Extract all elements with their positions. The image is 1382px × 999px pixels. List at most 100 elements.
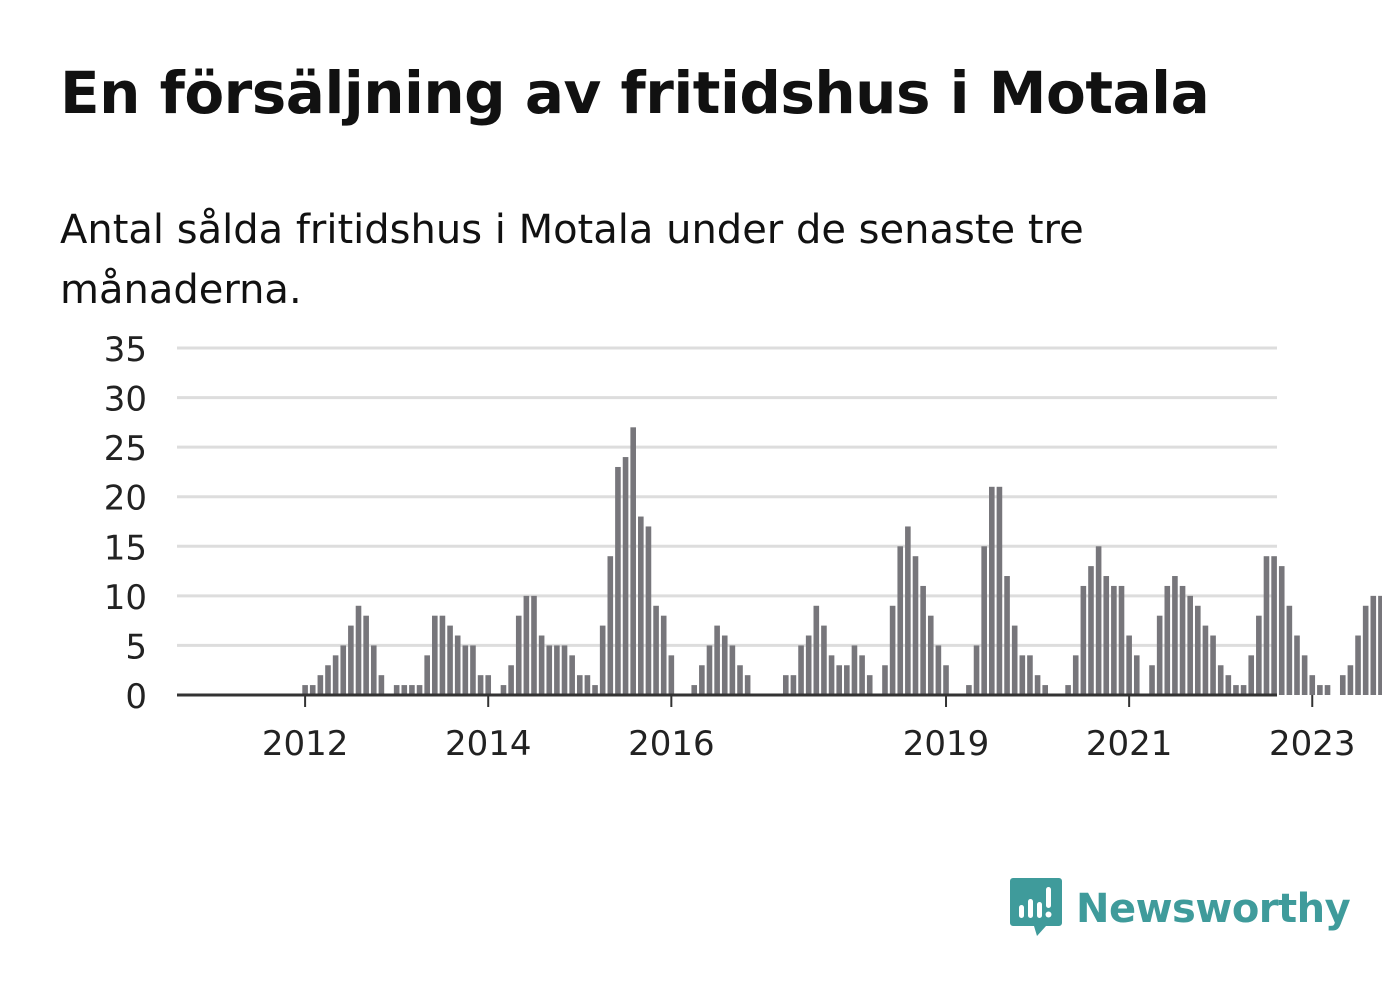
brand-logo: Newsworthy: [1010, 878, 1351, 940]
bar: [576, 675, 583, 695]
x-tick-label: 2016: [628, 724, 715, 764]
bar: [935, 645, 942, 695]
bar: [370, 645, 377, 695]
x-tick-label: 2023: [1269, 724, 1356, 764]
bar: [1088, 566, 1094, 695]
bar: [1118, 585, 1125, 695]
y-tick-label: 5: [125, 627, 147, 667]
bar: [454, 635, 461, 695]
bar: [798, 645, 804, 695]
bar: [569, 655, 575, 695]
bar: [973, 645, 980, 695]
bar: [996, 486, 1003, 695]
bar: [668, 655, 675, 695]
bar: [1309, 675, 1316, 695]
bar: [1080, 585, 1087, 695]
bar: [1370, 595, 1377, 695]
bar: [1126, 635, 1132, 695]
bar: [1202, 625, 1209, 695]
bar: [699, 665, 705, 695]
bar: [920, 585, 926, 695]
bar: [615, 466, 621, 695]
bar: [630, 427, 636, 695]
bar: [447, 625, 453, 695]
bar: [409, 685, 415, 695]
bar: [592, 685, 598, 695]
bar: [332, 655, 339, 695]
chart-subtitle: Antal sålda fritidshus i Motala under de…: [60, 207, 1084, 313]
x-tick-label: 2012: [262, 724, 349, 764]
bar: [500, 685, 507, 695]
bar: [531, 595, 537, 695]
bar: [1156, 615, 1163, 695]
bar: [1019, 655, 1026, 695]
bar: [691, 685, 698, 695]
y-tick-label: 25: [104, 429, 147, 469]
bar: [1256, 615, 1262, 695]
bar: [859, 655, 865, 695]
bar: [737, 665, 743, 695]
bar: [714, 625, 720, 695]
bar: [584, 675, 591, 695]
bar: [1027, 655, 1033, 695]
y-tick-label: 15: [104, 528, 147, 568]
bar: [523, 595, 530, 695]
bar: [1271, 556, 1277, 695]
x-tick-label: 2019: [903, 724, 990, 764]
y-tick-label: 35: [104, 330, 147, 370]
bar: [1233, 685, 1239, 695]
bar: [805, 635, 812, 695]
bar: [981, 546, 987, 695]
bar: [607, 556, 614, 695]
y-tick-label: 30: [104, 380, 147, 420]
bar: [1378, 595, 1382, 695]
bar: [317, 675, 324, 695]
bar: [882, 665, 888, 695]
bar: [424, 655, 430, 695]
bar: [989, 486, 995, 695]
bar: [645, 526, 652, 695]
bar: [1355, 635, 1361, 695]
bar: [546, 645, 553, 695]
bar: [905, 526, 911, 695]
bar: [355, 605, 362, 695]
brand-name: Newsworthy: [1076, 886, 1351, 932]
bar: [1103, 576, 1110, 695]
bar: [966, 685, 972, 695]
bar: [393, 685, 400, 695]
bar: [1225, 675, 1232, 695]
bar: [660, 615, 667, 695]
bar: [1240, 685, 1247, 695]
bar: [508, 665, 514, 695]
bar: [1362, 605, 1369, 695]
bar: [866, 675, 873, 695]
bar: [1195, 605, 1201, 695]
bar: [1301, 655, 1308, 695]
bar: [844, 665, 850, 695]
bar: [721, 635, 728, 695]
bar: [1133, 655, 1140, 695]
bar: [554, 645, 560, 695]
bar: [813, 605, 820, 695]
bar: [1210, 635, 1216, 695]
bar: [1217, 665, 1224, 695]
bar: [325, 665, 331, 695]
bar: [729, 645, 736, 695]
bar: [1248, 655, 1255, 695]
bar: [790, 675, 797, 695]
bar: [378, 675, 385, 695]
bar: [1004, 576, 1010, 695]
bar: [782, 675, 789, 695]
bar: [1263, 556, 1270, 695]
bar: [653, 605, 659, 695]
x-tick-label: 2014: [445, 724, 532, 764]
bar: [561, 645, 568, 695]
bar: [470, 645, 476, 695]
bar: [401, 685, 408, 695]
y-tick-label: 20: [104, 479, 147, 519]
bar: [821, 625, 827, 695]
bar: [599, 625, 606, 695]
bar: [638, 516, 644, 695]
bar: [1095, 546, 1102, 695]
y-tick-label: 10: [104, 578, 147, 618]
